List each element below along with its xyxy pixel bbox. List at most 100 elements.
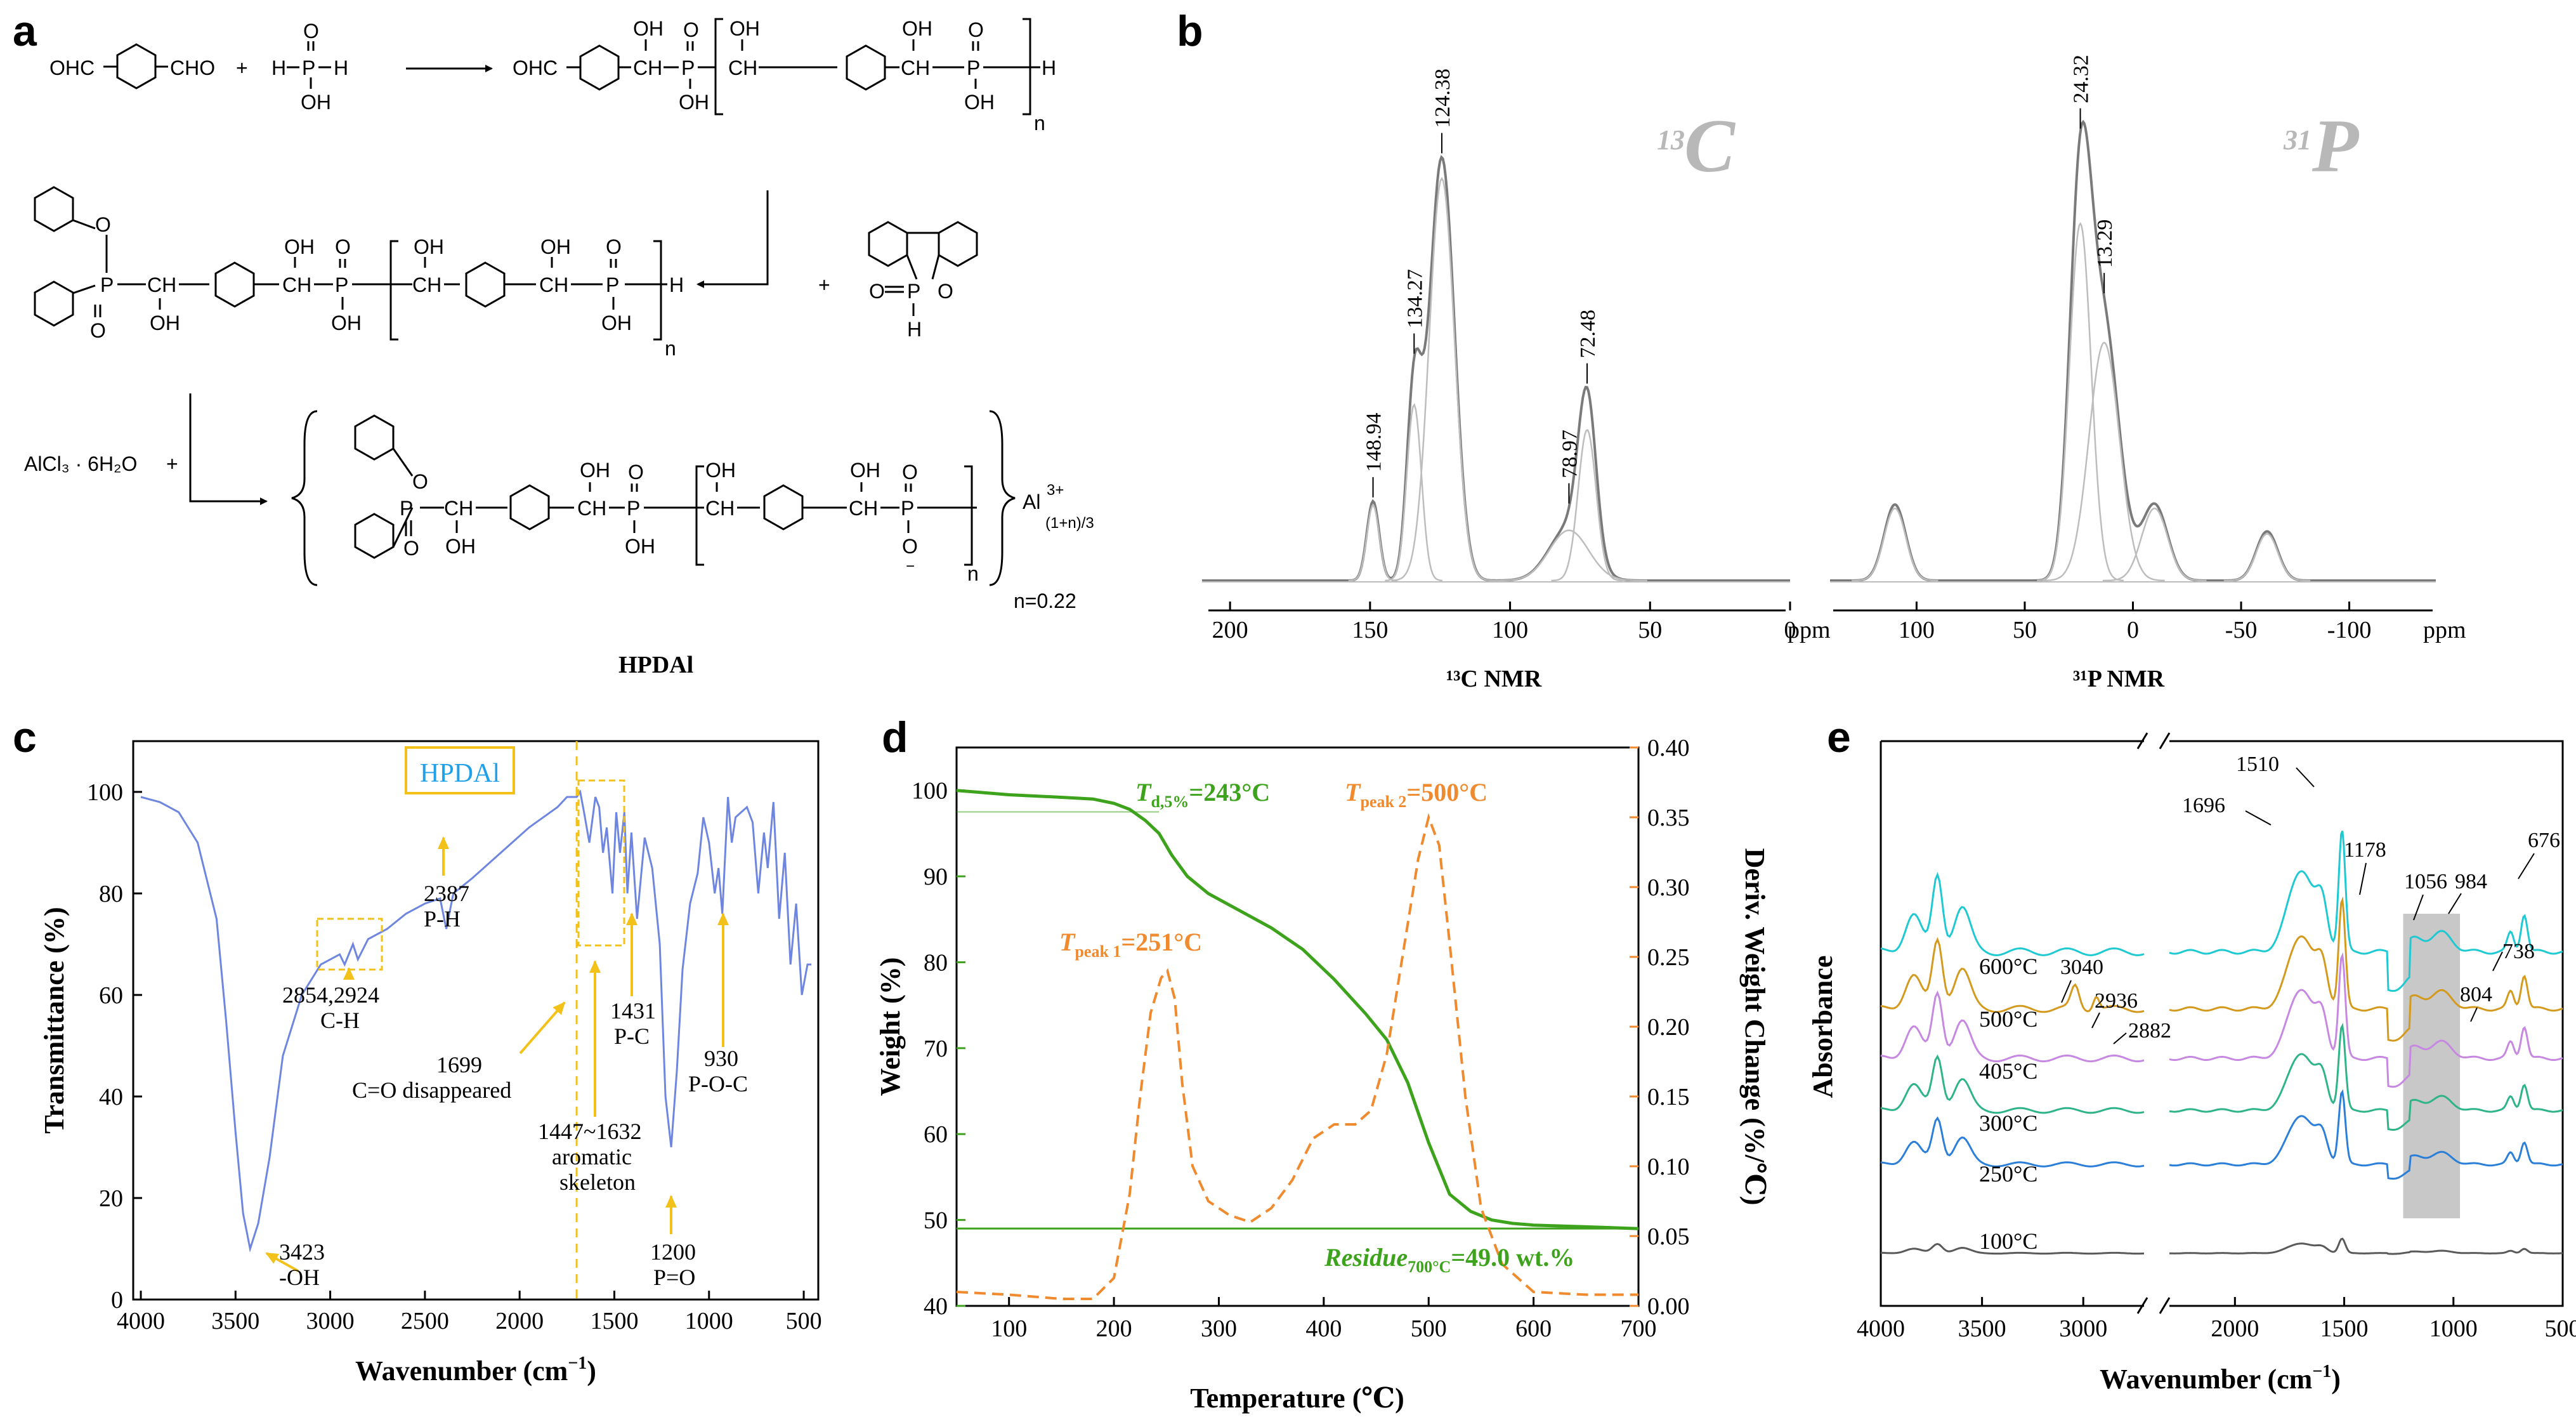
peak-3040: 3040 <box>2060 956 2103 979</box>
watermark-31-sup: 31 <box>2283 124 2311 155</box>
ftir-y-label: Transmittance (%) <box>39 907 70 1133</box>
tpeak2-label: Tpeak 2=500°C <box>1345 778 1487 811</box>
tga-x-tick-label: 400 <box>1305 1315 1342 1342</box>
dopo-ring-3 <box>868 221 908 267</box>
e-x-tick-label: 2000 <box>2211 1315 2259 1342</box>
ftir-y-tick-label: 80 <box>99 881 123 907</box>
p2-oh2: OH <box>284 235 315 258</box>
nmr-13c-peak-labels: 148.94 134.27 124.38 78.97 72.48 <box>1363 69 1600 504</box>
benzene-ring <box>763 484 804 530</box>
ann-2387: 2387 <box>424 881 469 906</box>
p3-ch: CH <box>444 497 473 520</box>
p3-n: n <box>967 562 979 585</box>
nmr-peak-value: 24.32 <box>2070 55 2093 103</box>
nmr-tick-label: 150 <box>1352 617 1388 643</box>
tga-y-tick-label: 90 <box>924 864 948 890</box>
ftir-x-label: Wavenumber (cm−1) <box>355 1353 596 1386</box>
al-charge: 3+ <box>1047 482 1064 499</box>
panel-c-label: c <box>13 713 37 761</box>
ftir-annotations <box>265 836 729 1272</box>
al-symbol: Al <box>1023 490 1040 513</box>
spectrum-right-2 <box>2169 952 2563 1088</box>
tga-x-tick-label: 300 <box>1201 1315 1237 1342</box>
p2-o3: O <box>335 235 351 258</box>
peak-2936: 2936 <box>2095 989 2138 1013</box>
p3-p3: P <box>901 497 914 520</box>
p3-oh2: OH <box>580 459 610 482</box>
leader-1510 <box>2296 767 2315 787</box>
temp-600: 600°C <box>1979 954 2037 979</box>
hpdal-title: HPDAl <box>618 652 693 678</box>
ann-poc: P-O-C <box>688 1071 748 1096</box>
ftir-x-tick-label: 1000 <box>685 1308 733 1334</box>
al-subscript: (1+n)/3 <box>1045 515 1094 532</box>
panel-a-label: a <box>13 7 37 55</box>
dialdehyde-right: CHO <box>170 56 215 79</box>
nmr-component-0 <box>1348 504 1397 582</box>
nmr-component-1 <box>2037 222 2124 582</box>
nmr-13c-ticks: 200 150 100 50 0 <box>1212 602 1796 643</box>
nmr-13c-unit: ppm <box>1788 617 1831 643</box>
ann-3423: 3423 <box>279 1239 325 1265</box>
reaction-row-3: AlCl₃ · 6H₂O + O P O CH OH CH OH P O <box>24 393 1094 612</box>
brace-right <box>989 410 1016 586</box>
e-peak-labels: 1510 1696 1178 1056 984 676 3040 2936 28… <box>2060 753 2560 1044</box>
p3-ch4: CH <box>849 497 878 520</box>
tga-y-tick-label: 60 <box>924 1121 948 1148</box>
p2-h: H <box>669 273 684 296</box>
p1-ohc: OHC <box>513 56 558 79</box>
tga-x-tick-label: 600 <box>1515 1315 1552 1342</box>
p3-ch2: CH <box>577 497 606 520</box>
plus-sign: + <box>236 56 248 79</box>
nmr-peak-value: 124.38 <box>1431 69 1455 128</box>
axis-break-marks <box>2136 732 2171 1314</box>
p1-oh4: OH <box>902 17 932 40</box>
leader-984 <box>2448 893 2462 914</box>
tga-plot-frame <box>955 746 1640 1307</box>
tga-y2-tick-label: 0.25 <box>1647 944 1690 971</box>
reaction-arrow-3 <box>189 393 268 505</box>
nmr-tick-label: 50 <box>1638 617 1662 643</box>
peak-676: 676 <box>2528 829 2560 852</box>
residue-label: Residue700°C=49.0 wt.% <box>1324 1243 1574 1276</box>
nmr-tick-label: 0 <box>1784 617 1796 643</box>
plus-sign-2: + <box>818 273 830 296</box>
tga-x-tick-label: 200 <box>1096 1315 1132 1342</box>
e-x-tick-label: 3500 <box>1958 1315 2006 1342</box>
nmr-peak-value: 78.97 <box>1558 430 1581 478</box>
nmr-tick-label: 100 <box>1492 617 1528 643</box>
benzene-ring <box>509 484 550 530</box>
tga-y2-tick-label: 0.05 <box>1647 1223 1690 1250</box>
tga-x-label: Temperature (℃) <box>1190 1383 1404 1414</box>
nmr-peak-value: 148.94 <box>1363 412 1386 472</box>
temp-250: 250°C <box>1979 1161 2037 1187</box>
e-x-tick-label: 4000 <box>1857 1315 1905 1342</box>
tga-x-tick-label: 700 <box>1621 1315 1657 1342</box>
panel-e-label: e <box>1827 713 1851 761</box>
ann-930: 930 <box>704 1046 738 1071</box>
nmr-13c-plot: 200 150 100 50 0 148.94 134.27 124.38 78.97 72.4… <box>1202 69 1831 692</box>
ftir-y-tick-label: 20 <box>99 1185 123 1212</box>
panel-e: e 4000 3500 3000 2000 1500 1000 500 Absorbance… <box>1807 713 2576 1395</box>
e-shaded-band <box>2403 914 2461 1218</box>
tga-y-tick-label: 80 <box>924 949 948 976</box>
tga-y2-tick-label: 0.15 <box>1647 1084 1690 1110</box>
panel-b-label: b <box>1177 7 1203 55</box>
tga-y2-label: Deriv. Weight Change (%/℃) <box>1739 848 1770 1206</box>
double-bond <box>686 41 694 51</box>
ftir-x-tick-label: 3500 <box>211 1308 259 1334</box>
panel-d: d 100 200 300 400 500 600 700 40 50 60 70 80 90 100 0.… <box>875 713 1770 1414</box>
panel-c: c 4000 3500 3000 2500 2000 1500 1000 500 0 20 40 60… <box>13 713 822 1386</box>
double-bond <box>307 41 315 51</box>
p2-o2: O <box>90 319 106 342</box>
e-x-label: Wavenumber (cm−1) <box>2100 1362 2341 1395</box>
leader-1056 <box>2413 894 2424 921</box>
bond <box>72 219 96 294</box>
ftir-x-tick-label: 1500 <box>590 1308 638 1334</box>
ann-skeleton: skeleton <box>559 1169 636 1195</box>
dialdehyde-left: OHC <box>49 56 95 79</box>
tga-x-tick-label: 500 <box>1411 1315 1447 1342</box>
tga-y-tick-label: 40 <box>924 1293 948 1320</box>
reaction-arrow-2 <box>696 190 769 288</box>
